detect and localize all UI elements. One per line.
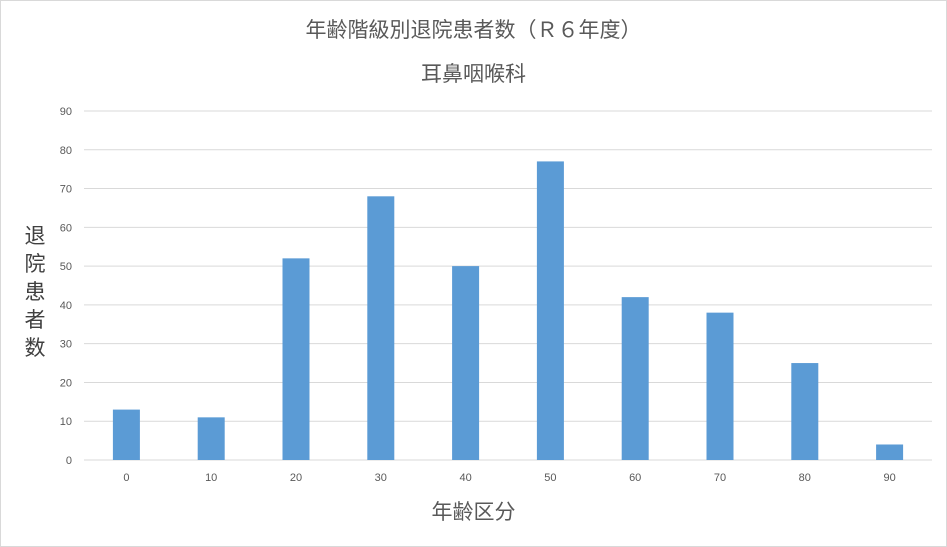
- y-tick-label: 0: [66, 455, 72, 467]
- y-tick-label: 70: [60, 184, 72, 196]
- bar: [621, 297, 649, 460]
- y-tick-label: 20: [60, 377, 72, 389]
- y-axis-label: 退院患者数: [24, 224, 46, 360]
- x-tick-label: 30: [375, 472, 387, 484]
- x-tick-label: 90: [883, 472, 895, 484]
- chart-title: 年齢階級別退院患者数（Ｒ６年度）: [305, 18, 642, 42]
- y-tick-label: 10: [60, 416, 72, 428]
- chart-subtitle: 耳鼻咽喉科: [421, 62, 526, 86]
- bar: [197, 417, 225, 460]
- y-tick-label: 30: [60, 339, 72, 351]
- bar: [536, 161, 564, 460]
- bar: [367, 196, 395, 461]
- y-tick-label: 80: [60, 145, 72, 157]
- y-tick-label: 60: [60, 222, 72, 234]
- x-tick-label: 50: [544, 472, 556, 484]
- x-tick-label: 40: [459, 472, 471, 484]
- bar: [282, 258, 310, 460]
- x-axis-label: 年齢区分: [431, 500, 516, 524]
- y-tick-label: 90: [60, 106, 72, 118]
- bar: [791, 363, 819, 460]
- x-tick-label: 0: [123, 472, 129, 484]
- x-tick-label: 60: [629, 472, 641, 484]
- x-tick-label: 70: [714, 472, 726, 484]
- bar: [112, 409, 140, 460]
- bar: [876, 444, 904, 460]
- x-tick-label: 80: [799, 472, 811, 484]
- x-tick-label: 10: [205, 472, 217, 484]
- bar: [706, 312, 734, 460]
- y-tick-label: 40: [60, 300, 72, 312]
- bar: [452, 266, 480, 460]
- y-tick-label: 50: [60, 261, 72, 273]
- x-tick-label: 20: [290, 472, 302, 484]
